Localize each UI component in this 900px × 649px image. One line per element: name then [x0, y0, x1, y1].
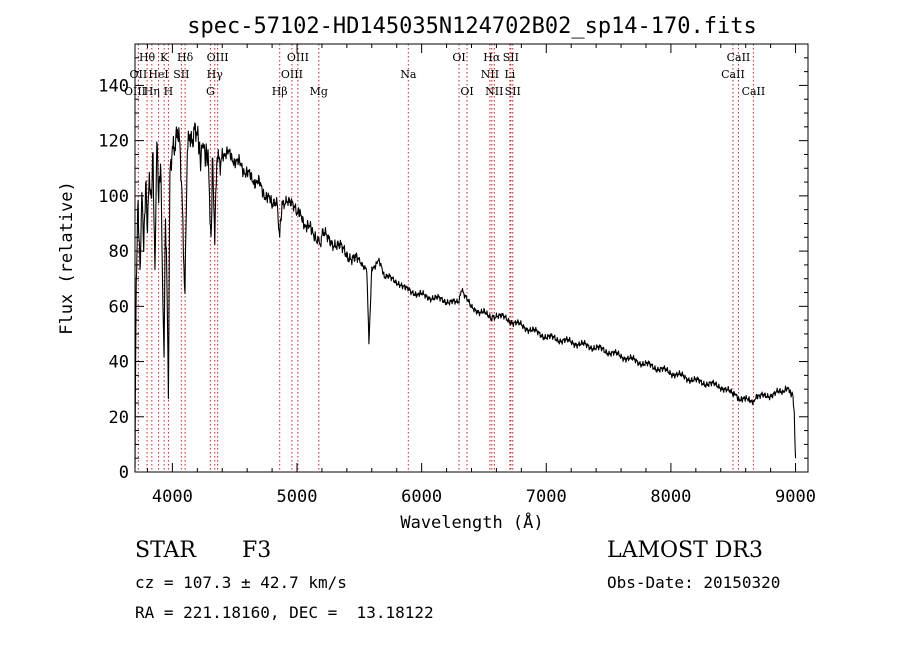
line-label-17: OI	[452, 51, 465, 64]
x-tick-label: 4000	[152, 487, 193, 507]
y-axis-label: Flux (relative)	[57, 181, 77, 335]
line-label-21: NII	[481, 68, 499, 81]
object-subclass: F3	[242, 538, 272, 563]
redshift-value: cz = 107.3 ± 42.7 km/s	[135, 573, 347, 592]
line-label-6: SII	[173, 68, 189, 81]
line-label-8: Hδ	[177, 51, 194, 64]
y-tick-label: 80	[109, 242, 129, 262]
x-tick-label: 5000	[277, 487, 318, 507]
y-tick-label: 60	[109, 297, 129, 317]
line-label-19: Hα	[483, 51, 501, 64]
line-label-7: H	[164, 85, 174, 98]
line-label-12: Hβ	[272, 85, 288, 98]
chart-title: spec-57102-HD145035N124702B02_sp14-170.f…	[187, 14, 757, 39]
line-label-4: HeI	[148, 68, 168, 81]
line-label-0: Hθ	[139, 51, 156, 64]
x-tick-label: 9000	[775, 487, 816, 507]
line-label-25: CaII	[727, 51, 751, 64]
line-label-9: OIII	[207, 51, 229, 64]
line-label-5: K	[160, 51, 169, 64]
x-tick-label: 7000	[526, 487, 567, 507]
x-tick-label: 8000	[650, 487, 691, 507]
line-label-11: G	[206, 85, 215, 98]
spectrum-series-line	[134, 122, 797, 469]
y-axis-ticks: 0 20 40 60 80 100 120 140	[98, 57, 808, 483]
line-label-1: OII	[130, 68, 148, 81]
line-label-18: OI	[460, 85, 473, 98]
line-label-26: CaII	[721, 68, 745, 81]
x-axis-ticks: 4000 5000 6000 7000 8000 9000	[146, 44, 816, 507]
line-label-15: Mg	[310, 85, 328, 98]
spectrum-chart: spec-57102-HD145035N124702B02_sp14-170.f…	[57, 14, 816, 533]
spectral-line-markers	[134, 44, 754, 472]
line-label-3: Hη	[144, 85, 160, 98]
obs-date: Obs-Date: 20150320	[607, 573, 781, 592]
line-label-23: NII	[485, 85, 503, 98]
x-tick-label: 6000	[401, 487, 442, 507]
line-label-20: SII	[503, 51, 519, 64]
line-label-16: Na	[400, 68, 417, 81]
line-label-27: CaII	[742, 85, 766, 98]
y-tick-label: 20	[109, 408, 129, 428]
line-label-13: OIII	[287, 51, 309, 64]
line-label-24: SII	[505, 85, 521, 98]
y-tick-label: 0	[119, 463, 129, 483]
line-label-14: OIII	[281, 68, 303, 81]
y-tick-label: 140	[98, 76, 129, 96]
y-tick-label: 100	[98, 187, 129, 207]
plot-frame	[134, 43, 809, 473]
y-tick-label: 120	[98, 132, 129, 152]
y-tick-label: 40	[109, 353, 129, 373]
coordinates: RA = 221.18160, DEC = 13.18122	[135, 603, 434, 622]
spectrum-layer	[134, 122, 797, 469]
line-label-22: Li	[504, 68, 515, 81]
line-label-10: Hγ	[207, 68, 224, 81]
x-axis-label: Wavelength (Å)	[400, 511, 543, 533]
object-class: STAR	[135, 538, 196, 563]
survey-name: LAMOST DR3	[607, 538, 763, 563]
